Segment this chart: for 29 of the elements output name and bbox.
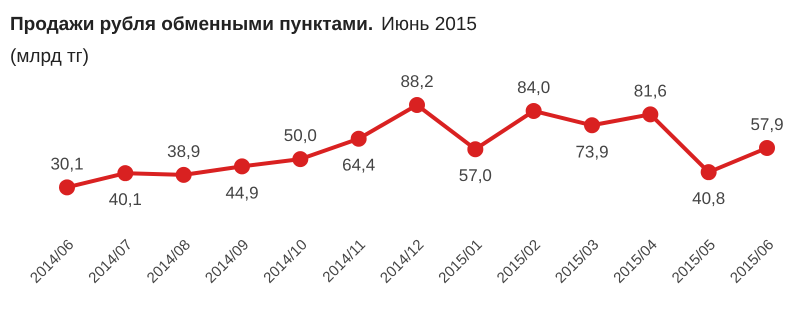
data-label: 84,0	[517, 78, 550, 97]
data-label: 50,0	[284, 126, 317, 146]
point	[467, 141, 484, 158]
data-label: 38,9	[167, 142, 200, 161]
point	[350, 130, 367, 147]
point	[584, 117, 600, 134]
point	[642, 106, 658, 122]
point	[292, 151, 308, 168]
data-label: 44,9	[225, 183, 259, 202]
data-label: 81,6	[634, 81, 667, 100]
point	[409, 97, 425, 113]
data-label: 64,4	[342, 156, 376, 175]
data-label: 30,1	[50, 154, 84, 174]
data-label: 73,9	[575, 142, 609, 162]
data-label: 57,0	[458, 166, 492, 186]
point	[759, 140, 775, 156]
data-label: 40,8	[692, 189, 726, 208]
data-label: 57,9	[750, 114, 784, 134]
chart-title: Продажи рубля обменными пунктами.	[10, 14, 374, 35]
point	[700, 164, 717, 180]
data-label: 88,2	[400, 72, 434, 91]
chart-subtitle: Июнь 2015	[381, 14, 477, 35]
data-label: 40,1	[108, 190, 142, 210]
point	[117, 165, 134, 182]
point	[526, 102, 542, 119]
point	[176, 166, 192, 183]
point	[59, 179, 75, 196]
y-axis-title: (млрд тг)	[10, 46, 89, 68]
point	[234, 158, 250, 174]
